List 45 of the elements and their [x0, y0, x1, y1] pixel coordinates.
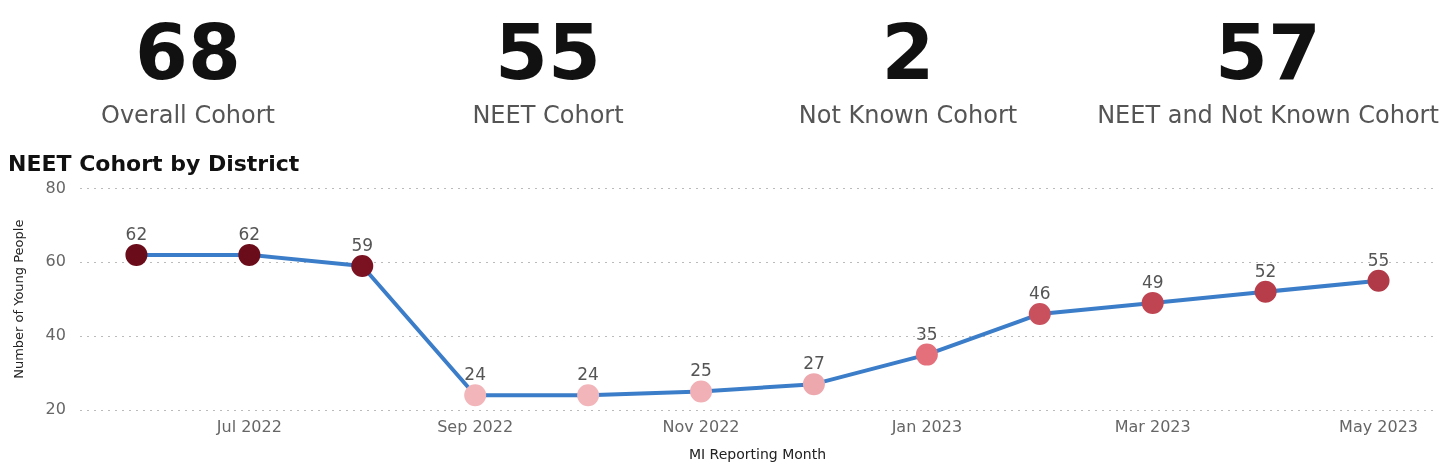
point — [464, 384, 487, 407]
data-label: 2 — [880, 8, 936, 98]
data-label: 46 — [1028, 282, 1051, 303]
data-label: 62 — [125, 223, 148, 244]
point — [1367, 269, 1390, 292]
data-label: 24 — [464, 364, 486, 385]
y-tick-label: 20 — [45, 399, 66, 419]
chart-title: NEET Cohort by District — [8, 150, 300, 176]
data-label: 27 — [803, 353, 825, 374]
point — [125, 243, 148, 266]
category-label: NEET Cohort — [471, 100, 625, 131]
point — [351, 254, 374, 277]
point — [915, 343, 938, 366]
data-label: 55 — [1367, 249, 1390, 270]
x-tick-label: Mar 2023 — [1114, 416, 1191, 436]
point — [238, 243, 261, 266]
data-label: 55 — [494, 8, 602, 98]
point — [1028, 302, 1051, 325]
x-tick-label: Nov 2022 — [662, 416, 740, 436]
data-label: 57 — [1214, 8, 1322, 98]
data-label: 35 — [916, 323, 938, 344]
data-label: 52 — [1254, 260, 1277, 281]
data-label: 25 — [690, 360, 712, 381]
point — [1141, 291, 1164, 314]
data-label: 62 — [238, 223, 261, 244]
x-tick-label: Jan 2023 — [890, 416, 963, 436]
category-label: Overall Cohort — [100, 100, 276, 131]
category-label: NEET and Not Known Cohort — [1096, 100, 1440, 131]
data-label: 24 — [577, 364, 599, 385]
y-tick-label: 60 — [45, 251, 66, 271]
category-label: Not Known Cohort — [797, 100, 1019, 131]
data-label: 59 — [351, 234, 374, 255]
x-axis-title: MI Reporting Month — [688, 446, 826, 463]
data-label: 49 — [1141, 271, 1164, 292]
point — [690, 380, 713, 403]
y-tick-label: 40 — [45, 325, 66, 345]
point — [1254, 280, 1277, 303]
x-tick-label: May 2023 — [1339, 416, 1418, 436]
x-tick-label: Jul 2022 — [215, 416, 282, 436]
point — [802, 373, 825, 396]
x-tick-label: Sep 2022 — [437, 416, 514, 436]
data-label: 68 — [134, 8, 242, 98]
y-tick-label: 80 — [45, 177, 66, 197]
point — [577, 384, 600, 407]
y-axis-title: Number of Young People — [11, 219, 27, 379]
